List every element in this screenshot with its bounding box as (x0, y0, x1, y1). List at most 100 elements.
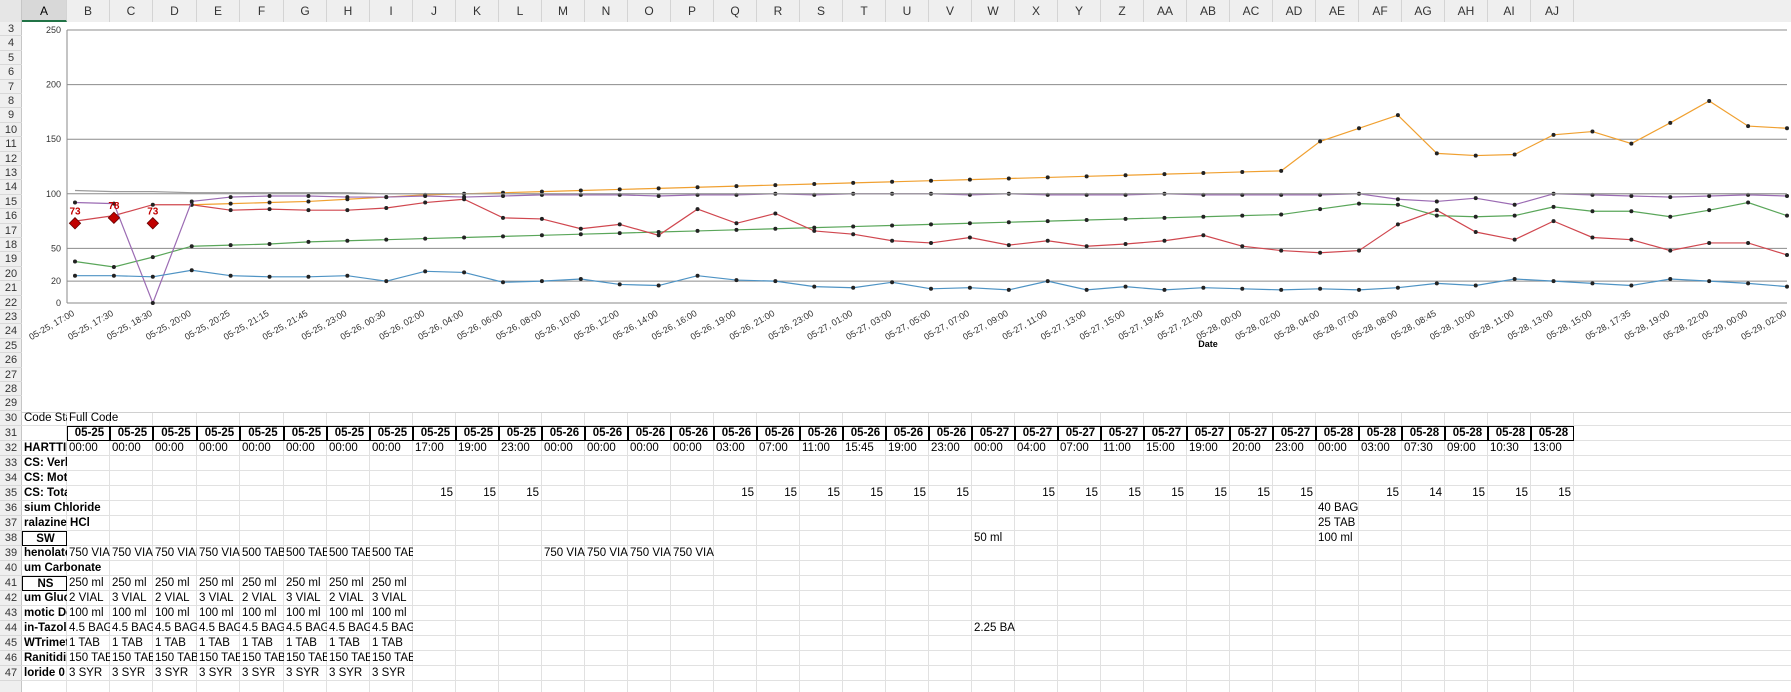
cell-date-header[interactable]: 05-26 (843, 425, 886, 441)
cell-gcs-total[interactable]: 15 (526, 486, 539, 499)
column-header-ab[interactable]: AB (1187, 0, 1230, 22)
cell-row-label-34[interactable]: CS: Motor (24, 471, 67, 484)
cell-date-header[interactable]: 05-25 (413, 425, 456, 441)
cell-row-label-41[interactable]: NS (22, 575, 67, 591)
cell-ranitidine[interactable]: 150 TAB (329, 651, 370, 664)
cell-time-header[interactable]: 23:00 (931, 441, 960, 454)
cell-calcium-gluconate[interactable]: 2 VIAL (329, 591, 364, 604)
row-header-18[interactable]: 18 (0, 238, 22, 253)
column-header-m[interactable]: M (542, 0, 585, 22)
column-header-w[interactable]: W (972, 0, 1015, 22)
column-header-ad[interactable]: AD (1273, 0, 1316, 22)
row-header-3[interactable]: 3 (0, 22, 22, 37)
row-header-33[interactable]: 33 (0, 456, 22, 471)
row-header-24[interactable]: 24 (0, 324, 22, 339)
cell-calcium-gluconate[interactable]: 3 VIAL (199, 591, 234, 604)
cell-row-label-32[interactable]: HARTTIN (24, 441, 67, 454)
row-header-44[interactable]: 44 (0, 621, 22, 636)
cell-phenolate[interactable]: 500 TAB (372, 546, 413, 559)
cell-time-header[interactable]: 00:00 (286, 441, 315, 454)
cell-date-header[interactable]: 05-26 (714, 425, 757, 441)
cell-time-header[interactable]: 23:00 (501, 441, 530, 454)
cell-date-header[interactable]: 05-25 (240, 425, 284, 441)
cell-date-header[interactable]: 05-26 (800, 425, 843, 441)
cell-ranitidine[interactable]: 150 TAB (242, 651, 284, 664)
cell-row-label-43[interactable]: motic De (24, 606, 67, 619)
column-header-ag[interactable]: AG (1402, 0, 1445, 22)
cell-date-header[interactable]: 05-27 (1273, 425, 1316, 441)
row-header-40[interactable]: 40 (0, 561, 22, 576)
cell-row-label-39[interactable]: henolate (24, 546, 67, 559)
column-header-s[interactable]: S (800, 0, 843, 22)
column-header-aa[interactable]: AA (1144, 0, 1187, 22)
cell-chloride[interactable]: 3 SYR (112, 666, 146, 679)
cell-gcs-total[interactable]: 15 (913, 486, 926, 499)
row-header-20[interactable]: 20 (0, 267, 22, 282)
row-header-42[interactable]: 42 (0, 591, 22, 606)
cell-date-header[interactable]: 05-28 (1402, 425, 1445, 441)
row-header-16[interactable]: 16 (0, 209, 22, 224)
cell-time-header[interactable]: 04:00 (1017, 441, 1046, 454)
row-header-5[interactable]: 5 (0, 51, 22, 66)
column-header-ae[interactable]: AE (1316, 0, 1359, 22)
cell-time-header[interactable]: 00:00 (544, 441, 573, 454)
row-header-37[interactable]: 37 (0, 516, 22, 531)
cell-date-header[interactable]: 05-25 (456, 425, 499, 441)
cell-time-header[interactable]: 11:00 (802, 441, 830, 454)
cell-calcium-gluconate[interactable]: 3 VIAL (112, 591, 147, 604)
cell-time-header[interactable]: 00:00 (329, 441, 358, 454)
cell-phenolate[interactable]: 750 VIAL (673, 546, 714, 559)
cell-ns[interactable]: 250 ml (155, 576, 190, 589)
column-header-u[interactable]: U (886, 0, 929, 22)
cell-time-header[interactable]: 19:00 (888, 441, 917, 454)
column-header-k[interactable]: K (456, 0, 499, 22)
row-header-30[interactable]: 30 (0, 411, 22, 426)
cell-date-header[interactable]: 05-28 (1316, 425, 1359, 441)
cell-gcs-total[interactable]: 15 (1257, 486, 1270, 499)
row-header-36[interactable]: 36 (0, 501, 22, 516)
cell-gcs-total[interactable]: 15 (1386, 486, 1399, 499)
cell-time-header[interactable]: 15:45 (845, 441, 874, 454)
row-header-34[interactable]: 34 (0, 471, 22, 486)
cell-phenolate[interactable]: 750 VIAL (544, 546, 585, 559)
worksheet-grid[interactable] (22, 22, 1791, 692)
column-header-f[interactable]: F (240, 0, 284, 22)
cell-ns[interactable]: 250 ml (329, 576, 364, 589)
row-header-14[interactable]: 14 (0, 180, 22, 195)
row-header-22[interactable]: 22 (0, 296, 22, 310)
cell-ns[interactable]: 250 ml (372, 576, 407, 589)
column-header-a[interactable]: A (22, 0, 67, 22)
cell-row-label-37[interactable]: ralazine HCl (24, 516, 90, 529)
column-header-p[interactable]: P (671, 0, 714, 22)
cell-gcs-total[interactable]: 15 (1085, 486, 1098, 499)
cell-time-header[interactable]: 00:00 (974, 441, 1003, 454)
column-header-q[interactable]: Q (714, 0, 757, 22)
cell-ranitidine[interactable]: 150 TAB (112, 651, 153, 664)
row-header-6[interactable]: 6 (0, 65, 22, 80)
row-header-9[interactable]: 9 (0, 108, 22, 123)
cell-time-header[interactable]: 13:00 (1533, 441, 1562, 454)
cell-date-header[interactable]: 05-25 (197, 425, 240, 441)
row-header-17[interactable]: 17 (0, 224, 22, 238)
cell-gcs-total[interactable]: 15 (1515, 486, 1528, 499)
cell-row-label-42[interactable]: um Gluc (24, 591, 67, 604)
cell-pip-tazo[interactable]: 4.5 BAG (112, 621, 153, 634)
cell-osmotic[interactable]: 100 ml (112, 606, 147, 619)
column-header-ai[interactable]: AI (1488, 0, 1531, 22)
row-header-46[interactable]: 46 (0, 651, 22, 666)
cell-pip-tazo[interactable]: 4.5 BAG (372, 621, 413, 634)
cell-ranitidine[interactable]: 150 TAB (155, 651, 197, 664)
row-header-13[interactable]: 13 (0, 166, 22, 181)
column-header-ah[interactable]: AH (1445, 0, 1488, 22)
column-header-v[interactable]: V (929, 0, 972, 22)
cell-osmotic[interactable]: 100 ml (372, 606, 407, 619)
cell-gcs-total[interactable]: 15 (827, 486, 840, 499)
cell-calcium-gluconate[interactable]: 2 VIAL (69, 591, 104, 604)
cell-row-label-38[interactable]: SW (22, 530, 67, 546)
cell-time-header[interactable]: 20:00 (1232, 441, 1261, 454)
cell-ranitidine[interactable]: 150 TAB (372, 651, 413, 664)
row-header-39[interactable]: 39 (0, 546, 22, 561)
row-header-45[interactable]: 45 (0, 636, 22, 651)
row-header-35[interactable]: 35 (0, 486, 22, 501)
row-header-7[interactable]: 7 (0, 80, 22, 94)
